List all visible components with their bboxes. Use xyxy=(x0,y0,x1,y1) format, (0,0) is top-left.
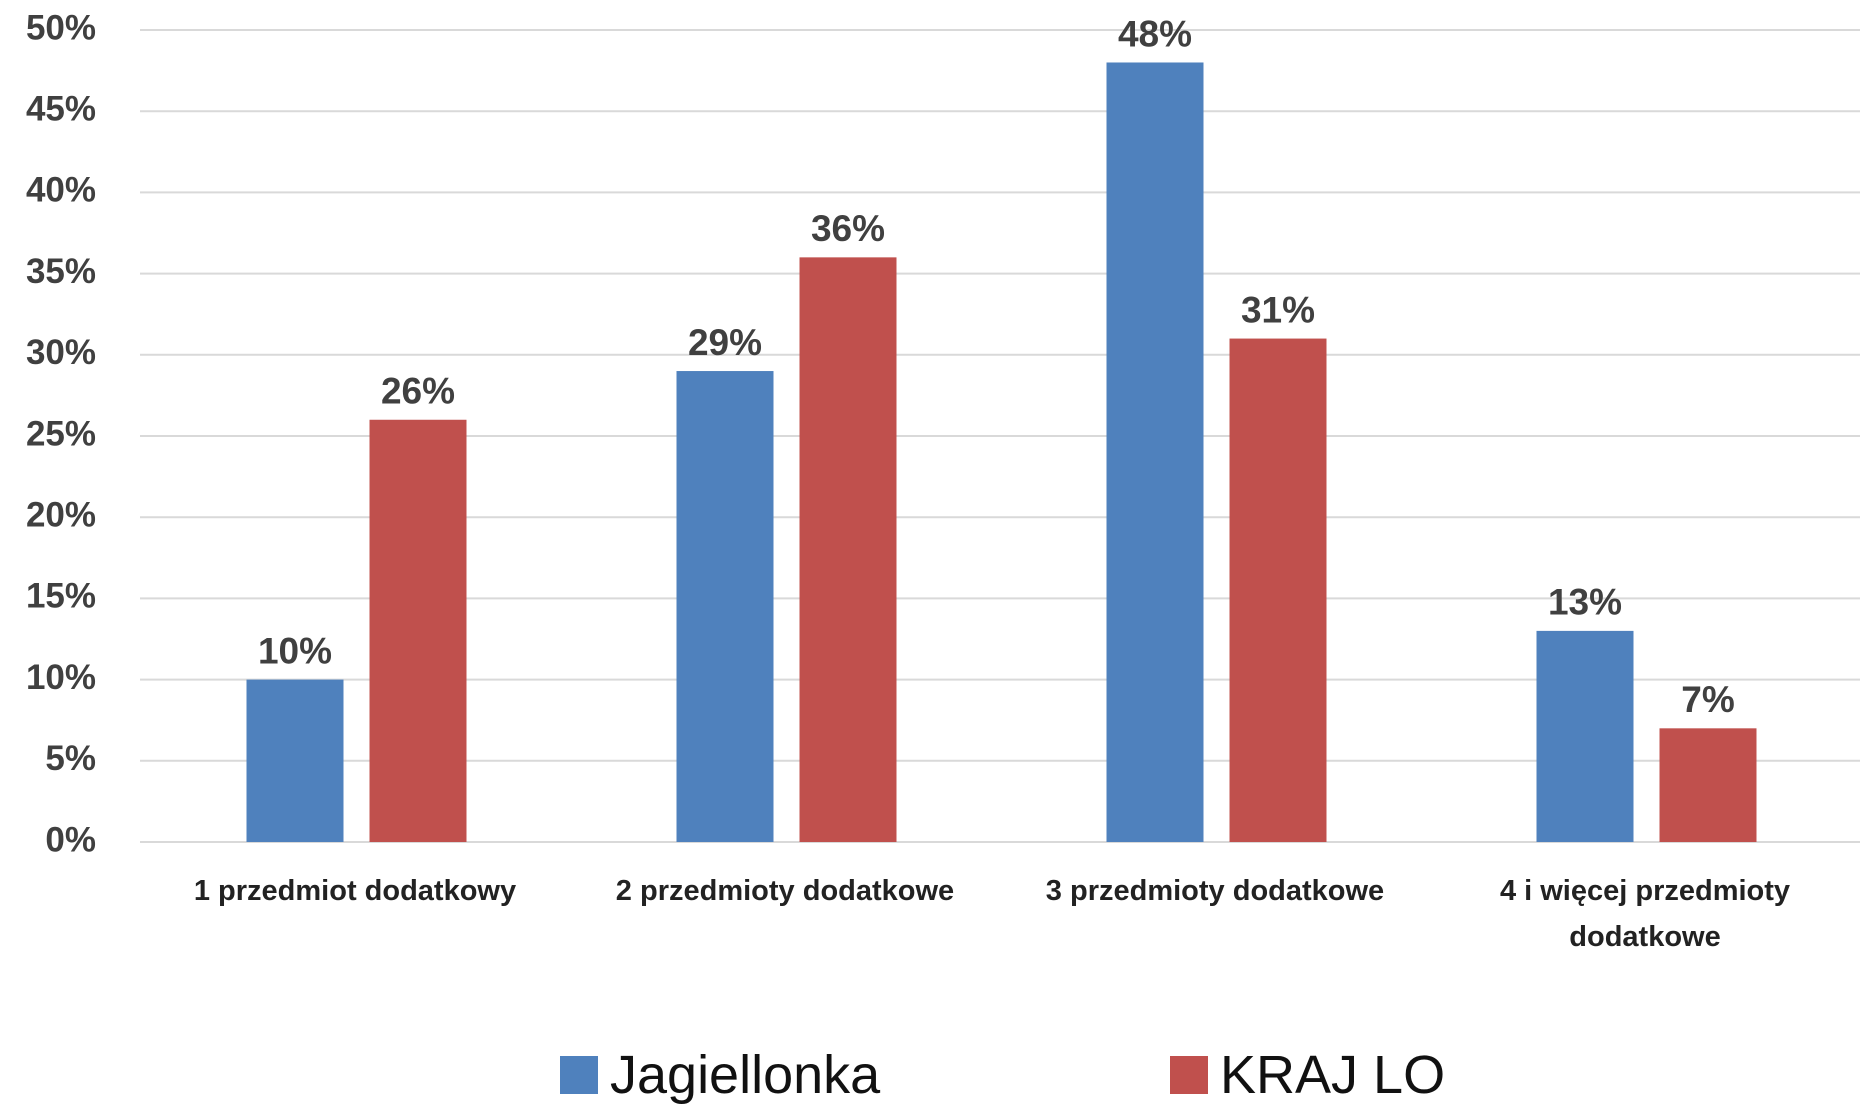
legend-item: KRAJ LO xyxy=(1170,1044,1445,1106)
y-tick-label: 40% xyxy=(26,171,96,210)
x-tick-label: 4 i więcej przedmioty dodatkowe xyxy=(1435,868,1855,960)
legend-label: KRAJ LO xyxy=(1220,1044,1445,1106)
value-label: 26% xyxy=(381,371,455,412)
legend-swatch xyxy=(560,1056,598,1094)
value-label: 13% xyxy=(1548,582,1622,623)
value-label: 7% xyxy=(1681,679,1734,720)
x-tick-label: 2 przedmioty dodatkowe xyxy=(575,868,995,914)
value-label: 36% xyxy=(811,208,885,249)
bar xyxy=(247,680,344,842)
y-tick-label: 25% xyxy=(26,414,96,453)
y-tick-label: 10% xyxy=(26,658,96,697)
y-tick-label: 20% xyxy=(26,495,96,534)
x-tick-label: 1 przedmiot dodatkowy xyxy=(145,868,565,914)
legend-swatch xyxy=(1170,1056,1208,1094)
bar xyxy=(1537,631,1634,842)
bar xyxy=(677,371,774,842)
y-tick-label: 35% xyxy=(26,252,96,291)
bar xyxy=(1660,728,1757,842)
value-label: 10% xyxy=(258,630,332,671)
y-tick-label: 15% xyxy=(26,577,96,616)
value-label: 29% xyxy=(688,322,762,363)
y-tick-label: 5% xyxy=(45,739,96,778)
legend-item: Jagiellonka xyxy=(560,1044,880,1106)
y-tick-label: 50% xyxy=(26,8,96,47)
bar xyxy=(370,420,467,842)
legend-label: Jagiellonka xyxy=(610,1044,880,1106)
y-tick-label: 30% xyxy=(26,333,96,372)
y-tick-label: 0% xyxy=(45,820,96,859)
chart: 0% 5% 10% 15% 20% 25% 30% 35% 40% 45% 50% 10% 29% 48%… xyxy=(0,0,1860,1106)
y-tick-label: 45% xyxy=(26,89,96,128)
value-label: 31% xyxy=(1241,289,1315,330)
bar xyxy=(1230,339,1327,842)
bar xyxy=(800,257,897,842)
value-label: 48% xyxy=(1118,13,1192,54)
bar xyxy=(1107,62,1204,842)
x-tick-label: 3 przedmioty dodatkowe xyxy=(1005,868,1425,914)
